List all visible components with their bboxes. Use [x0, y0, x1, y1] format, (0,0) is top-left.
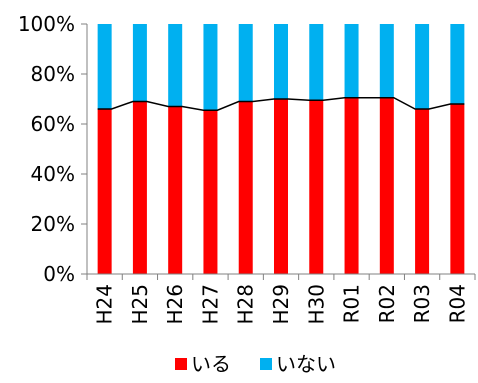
x-tick-label-R02: R02 [375, 284, 399, 323]
x-tick-label-R04: R04 [445, 284, 469, 323]
bar-いない-H29 [274, 24, 288, 99]
legend-label-いない: いない [276, 352, 336, 376]
bar-いる-H29 [274, 99, 288, 274]
bar-いない-H28 [238, 24, 253, 102]
y-tick-labels-group: 0% 20% 40% 60% 80% 100% [18, 12, 75, 286]
y-tick-label: 80% [31, 62, 75, 86]
y-tick-label: 100% [18, 12, 75, 36]
x-tick-label-H27: H27 [198, 284, 222, 325]
legend-swatch-いる [175, 358, 187, 370]
bar-いない-H24 [97, 24, 112, 109]
x-tick-label-H24: H24 [93, 284, 117, 325]
y-tick-label: 20% [31, 212, 75, 236]
bar-いる-R04 [450, 104, 465, 274]
x-tick-label-R01: R01 [340, 284, 364, 323]
bar-いる-R02 [379, 97, 394, 274]
bar-いない-H26 [168, 24, 183, 107]
bar-いる-R01 [344, 97, 359, 274]
legend-label-いる: いる [191, 352, 231, 376]
y-tick-label: 40% [31, 162, 75, 186]
bar-いない-R02 [379, 24, 394, 98]
axes-group [81, 23, 476, 280]
bar-いない-H25 [132, 24, 147, 102]
series-lines-group [97, 97, 465, 111]
bar-いる-H27 [203, 110, 218, 274]
x-tick-label-H30: H30 [304, 284, 328, 325]
bar-いる-R03 [415, 109, 430, 274]
bar-いない-H27 [203, 24, 218, 111]
bar-いない-R01 [344, 24, 359, 98]
legend-swatch-いない [260, 358, 272, 370]
legend: いる いない [175, 352, 336, 376]
x-tick-label-H29: H29 [269, 284, 293, 325]
x-tick-label-R03: R03 [410, 284, 434, 323]
bar-いる-H30 [309, 100, 324, 274]
bar-いる-H24 [97, 109, 112, 274]
y-tick-label: 60% [31, 112, 75, 136]
x-tick-label-H25: H25 [128, 284, 152, 325]
bar-いる-H28 [238, 101, 253, 274]
bar-いる-H25 [132, 101, 147, 274]
bar-いない-H30 [309, 24, 324, 101]
series-line-いる [97, 97, 465, 111]
bar-いない-R03 [415, 24, 430, 109]
y-tick-label: 0% [43, 262, 75, 286]
x-tick-label-H28: H28 [234, 284, 258, 325]
bar-いる-H26 [168, 106, 183, 274]
bars-group [97, 24, 465, 274]
bar-いない-R04 [450, 24, 465, 104]
x-tick-label-H26: H26 [163, 284, 187, 325]
x-tick-labels-group: H24 H25 H26 H27 H28 H29 H30 R01 R02 R03 R04 [93, 284, 470, 325]
